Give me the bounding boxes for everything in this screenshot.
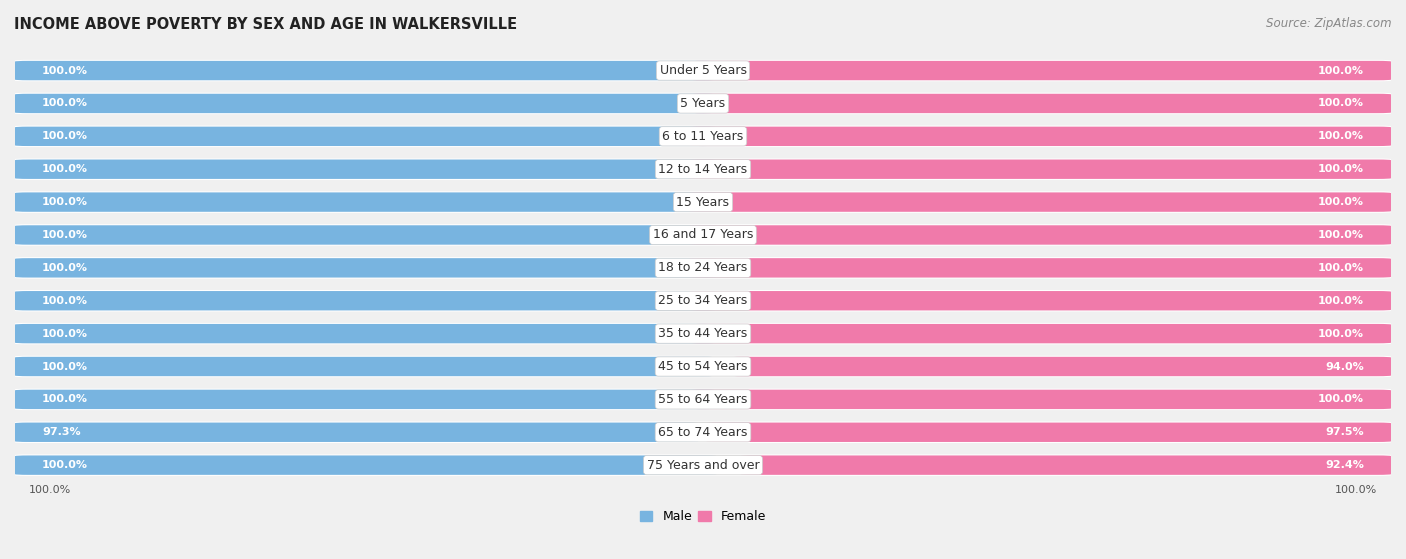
- FancyBboxPatch shape: [15, 357, 1391, 376]
- Text: 100.0%: 100.0%: [42, 164, 89, 174]
- Text: 35 to 44 Years: 35 to 44 Years: [658, 327, 748, 340]
- FancyBboxPatch shape: [15, 61, 717, 80]
- FancyBboxPatch shape: [15, 225, 717, 245]
- Text: 100.0%: 100.0%: [1317, 230, 1364, 240]
- Text: 100.0%: 100.0%: [1317, 395, 1364, 404]
- Text: 100.0%: 100.0%: [42, 296, 89, 306]
- FancyBboxPatch shape: [15, 94, 717, 113]
- FancyBboxPatch shape: [15, 390, 1391, 409]
- Text: 5 Years: 5 Years: [681, 97, 725, 110]
- Text: 100.0%: 100.0%: [1317, 65, 1364, 75]
- Text: 100.0%: 100.0%: [42, 329, 89, 339]
- Text: 100.0%: 100.0%: [42, 362, 89, 372]
- Text: 45 to 54 Years: 45 to 54 Years: [658, 360, 748, 373]
- FancyBboxPatch shape: [689, 61, 1391, 80]
- FancyBboxPatch shape: [15, 357, 717, 376]
- Text: Source: ZipAtlas.com: Source: ZipAtlas.com: [1267, 17, 1392, 30]
- FancyBboxPatch shape: [689, 192, 1391, 212]
- FancyBboxPatch shape: [15, 159, 717, 179]
- FancyBboxPatch shape: [15, 127, 1391, 146]
- Text: 100.0%: 100.0%: [42, 460, 89, 470]
- FancyBboxPatch shape: [15, 324, 1391, 343]
- FancyBboxPatch shape: [730, 357, 1391, 376]
- FancyBboxPatch shape: [15, 456, 1391, 475]
- Text: 18 to 24 Years: 18 to 24 Years: [658, 262, 748, 274]
- Text: 6 to 11 Years: 6 to 11 Years: [662, 130, 744, 143]
- FancyBboxPatch shape: [15, 159, 1391, 179]
- FancyBboxPatch shape: [689, 159, 1391, 179]
- Text: 100.0%: 100.0%: [42, 263, 89, 273]
- FancyBboxPatch shape: [15, 291, 717, 310]
- Text: 100.0%: 100.0%: [1317, 197, 1364, 207]
- Text: INCOME ABOVE POVERTY BY SEX AND AGE IN WALKERSVILLE: INCOME ABOVE POVERTY BY SEX AND AGE IN W…: [14, 17, 517, 32]
- Text: 92.4%: 92.4%: [1324, 460, 1364, 470]
- Text: 100.0%: 100.0%: [1317, 131, 1364, 141]
- Text: 15 Years: 15 Years: [676, 196, 730, 209]
- FancyBboxPatch shape: [15, 423, 1391, 442]
- FancyBboxPatch shape: [689, 225, 1391, 245]
- Text: 16 and 17 Years: 16 and 17 Years: [652, 229, 754, 241]
- Text: 100.0%: 100.0%: [42, 131, 89, 141]
- Text: 100.0%: 100.0%: [28, 485, 70, 495]
- Text: 55 to 64 Years: 55 to 64 Years: [658, 393, 748, 406]
- Text: 100.0%: 100.0%: [1317, 98, 1364, 108]
- Text: 65 to 74 Years: 65 to 74 Years: [658, 426, 748, 439]
- FancyBboxPatch shape: [689, 127, 1391, 146]
- Text: 100.0%: 100.0%: [1336, 485, 1378, 495]
- Text: 97.5%: 97.5%: [1326, 427, 1364, 437]
- Text: 100.0%: 100.0%: [42, 395, 89, 404]
- Text: 25 to 34 Years: 25 to 34 Years: [658, 294, 748, 307]
- FancyBboxPatch shape: [689, 258, 1391, 278]
- FancyBboxPatch shape: [15, 423, 699, 442]
- Text: 75 Years and over: 75 Years and over: [647, 458, 759, 472]
- FancyBboxPatch shape: [15, 192, 1391, 212]
- FancyBboxPatch shape: [689, 324, 1391, 343]
- FancyBboxPatch shape: [15, 61, 1391, 80]
- FancyBboxPatch shape: [15, 192, 717, 212]
- FancyBboxPatch shape: [15, 291, 1391, 310]
- Text: 100.0%: 100.0%: [42, 230, 89, 240]
- Text: 100.0%: 100.0%: [1317, 329, 1364, 339]
- Text: 97.3%: 97.3%: [42, 427, 80, 437]
- FancyBboxPatch shape: [689, 94, 1391, 113]
- FancyBboxPatch shape: [15, 94, 1391, 113]
- FancyBboxPatch shape: [15, 225, 1391, 245]
- FancyBboxPatch shape: [15, 258, 1391, 278]
- Text: 100.0%: 100.0%: [42, 65, 89, 75]
- Text: Under 5 Years: Under 5 Years: [659, 64, 747, 77]
- FancyBboxPatch shape: [15, 127, 717, 146]
- Text: 100.0%: 100.0%: [42, 98, 89, 108]
- FancyBboxPatch shape: [15, 324, 717, 343]
- Legend: Male, Female: Male, Female: [636, 505, 770, 528]
- FancyBboxPatch shape: [15, 390, 717, 409]
- FancyBboxPatch shape: [741, 456, 1391, 475]
- FancyBboxPatch shape: [689, 291, 1391, 310]
- Text: 100.0%: 100.0%: [1317, 296, 1364, 306]
- Text: 100.0%: 100.0%: [42, 197, 89, 207]
- Text: 100.0%: 100.0%: [1317, 164, 1364, 174]
- FancyBboxPatch shape: [706, 423, 1391, 442]
- FancyBboxPatch shape: [689, 390, 1391, 409]
- Text: 94.0%: 94.0%: [1326, 362, 1364, 372]
- Text: 100.0%: 100.0%: [1317, 263, 1364, 273]
- FancyBboxPatch shape: [15, 258, 717, 278]
- Text: 12 to 14 Years: 12 to 14 Years: [658, 163, 748, 176]
- FancyBboxPatch shape: [15, 456, 717, 475]
